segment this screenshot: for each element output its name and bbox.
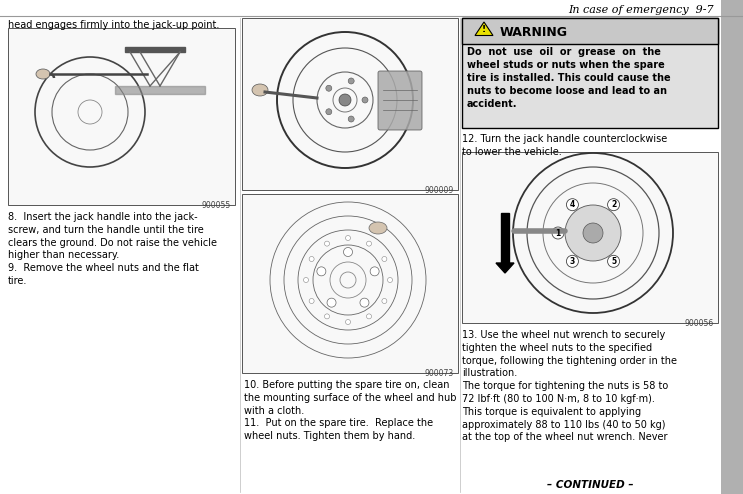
Text: 900073: 900073: [425, 369, 454, 378]
Circle shape: [382, 256, 387, 261]
Text: 3: 3: [570, 257, 575, 266]
Bar: [242, 194, 458, 373]
Bar: [462, 152, 718, 323]
Text: 2: 2: [611, 200, 616, 209]
Text: 13. Use the wheel nut wrench to securely
tighten the wheel nuts to the specified: 13. Use the wheel nut wrench to securely…: [462, 330, 677, 443]
Circle shape: [366, 241, 372, 246]
Polygon shape: [125, 47, 185, 52]
Circle shape: [360, 298, 369, 307]
Circle shape: [303, 278, 308, 283]
Text: 12. Turn the jack handle counterclockwise
to lower the vehicle.: 12. Turn the jack handle counterclockwis…: [462, 134, 667, 157]
Circle shape: [565, 205, 621, 261]
Ellipse shape: [252, 84, 268, 96]
Ellipse shape: [36, 69, 50, 79]
Circle shape: [345, 320, 351, 325]
Ellipse shape: [369, 222, 387, 234]
Polygon shape: [496, 263, 514, 273]
Text: WARNING: WARNING: [500, 27, 568, 40]
Circle shape: [566, 255, 579, 267]
Circle shape: [370, 267, 379, 276]
Bar: [462, 18, 718, 44]
Circle shape: [608, 199, 620, 210]
Circle shape: [552, 227, 564, 239]
Text: Do  not  use  oil  or  grease  on  the
wheel studs or nuts when the spare
tire i: Do not use oil or grease on the wheel st…: [467, 47, 671, 109]
Text: 900009: 900009: [425, 186, 454, 195]
Bar: [721, 0, 743, 494]
Circle shape: [382, 298, 387, 303]
Text: 1: 1: [555, 229, 561, 238]
Bar: [242, 18, 458, 190]
Polygon shape: [501, 213, 509, 263]
Text: 10. Before putting the spare tire on, clean
the mounting surface of the wheel an: 10. Before putting the spare tire on, cl…: [244, 380, 456, 441]
Text: 900055: 900055: [202, 201, 231, 210]
Circle shape: [327, 298, 336, 307]
Text: – CONTINUED –: – CONTINUED –: [547, 480, 633, 490]
Text: head engages firmly into the jack-up point.: head engages firmly into the jack-up poi…: [8, 20, 219, 30]
Circle shape: [366, 314, 372, 319]
Bar: [462, 18, 718, 128]
Circle shape: [388, 278, 392, 283]
Circle shape: [345, 236, 351, 241]
Text: In case of emergency  9-7: In case of emergency 9-7: [568, 5, 714, 15]
Circle shape: [325, 241, 329, 246]
Circle shape: [348, 78, 354, 84]
Circle shape: [343, 247, 352, 256]
Polygon shape: [115, 86, 205, 94]
Circle shape: [566, 199, 579, 210]
Circle shape: [583, 223, 603, 243]
Circle shape: [325, 314, 329, 319]
Text: 5: 5: [611, 257, 616, 266]
Circle shape: [326, 85, 332, 91]
Bar: [8, 28, 235, 205]
FancyBboxPatch shape: [378, 71, 422, 130]
Text: 4: 4: [570, 200, 575, 209]
Circle shape: [339, 94, 351, 106]
Circle shape: [608, 255, 620, 267]
Circle shape: [309, 298, 314, 303]
Circle shape: [326, 109, 332, 115]
Circle shape: [317, 267, 326, 276]
Text: !: !: [482, 26, 486, 35]
Polygon shape: [475, 22, 493, 36]
Circle shape: [309, 256, 314, 261]
Circle shape: [348, 116, 354, 122]
Text: 8.  Insert the jack handle into the jack-
screw, and turn the handle until the t: 8. Insert the jack handle into the jack-…: [8, 212, 217, 286]
Circle shape: [362, 97, 368, 103]
Text: 900056: 900056: [685, 319, 714, 328]
